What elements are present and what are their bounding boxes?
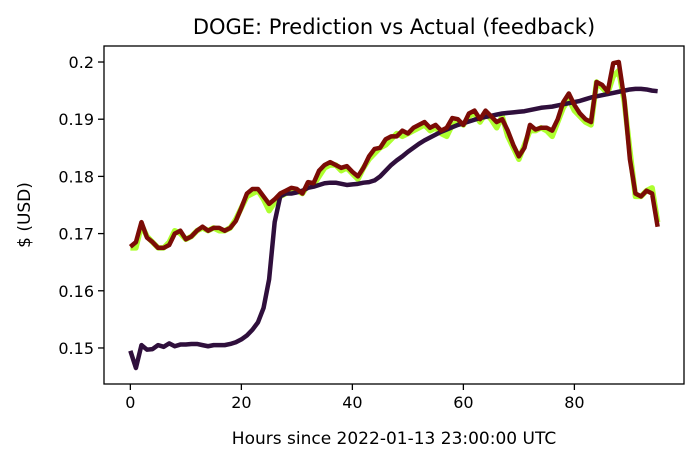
y-tick-label: 0.15: [58, 339, 94, 358]
y-tick-label: 0.2: [69, 53, 94, 72]
plot-frame: [103, 45, 685, 385]
y-axis: 0.15 0.16 0.17 0.18 0.19 0.2: [58, 53, 104, 358]
x-axis: 0 20 40 60 80: [125, 384, 585, 412]
y-tick-label: 0.18: [58, 167, 94, 186]
x-tick-label: 20: [231, 393, 251, 412]
x-tick-label: 60: [453, 393, 473, 412]
y-tick-label: 0.17: [58, 225, 94, 244]
y-tick-label: 0.19: [58, 110, 94, 129]
series-line-2: [128, 86, 658, 371]
y-tick-label: 0.16: [58, 282, 94, 301]
y-axis-label: $ (USD): [15, 182, 35, 248]
plot-layer: [128, 59, 661, 371]
x-axis-label: Hours since 2022-01-13 23:00:00 UTC: [232, 429, 556, 449]
chart-title: DOGE: Prediction vs Actual (feedback): [193, 15, 595, 39]
x-tick-label: 0: [125, 393, 135, 412]
x-tick-label: 80: [564, 393, 584, 412]
series-line-3: [128, 59, 660, 251]
x-tick-label: 40: [342, 393, 362, 412]
